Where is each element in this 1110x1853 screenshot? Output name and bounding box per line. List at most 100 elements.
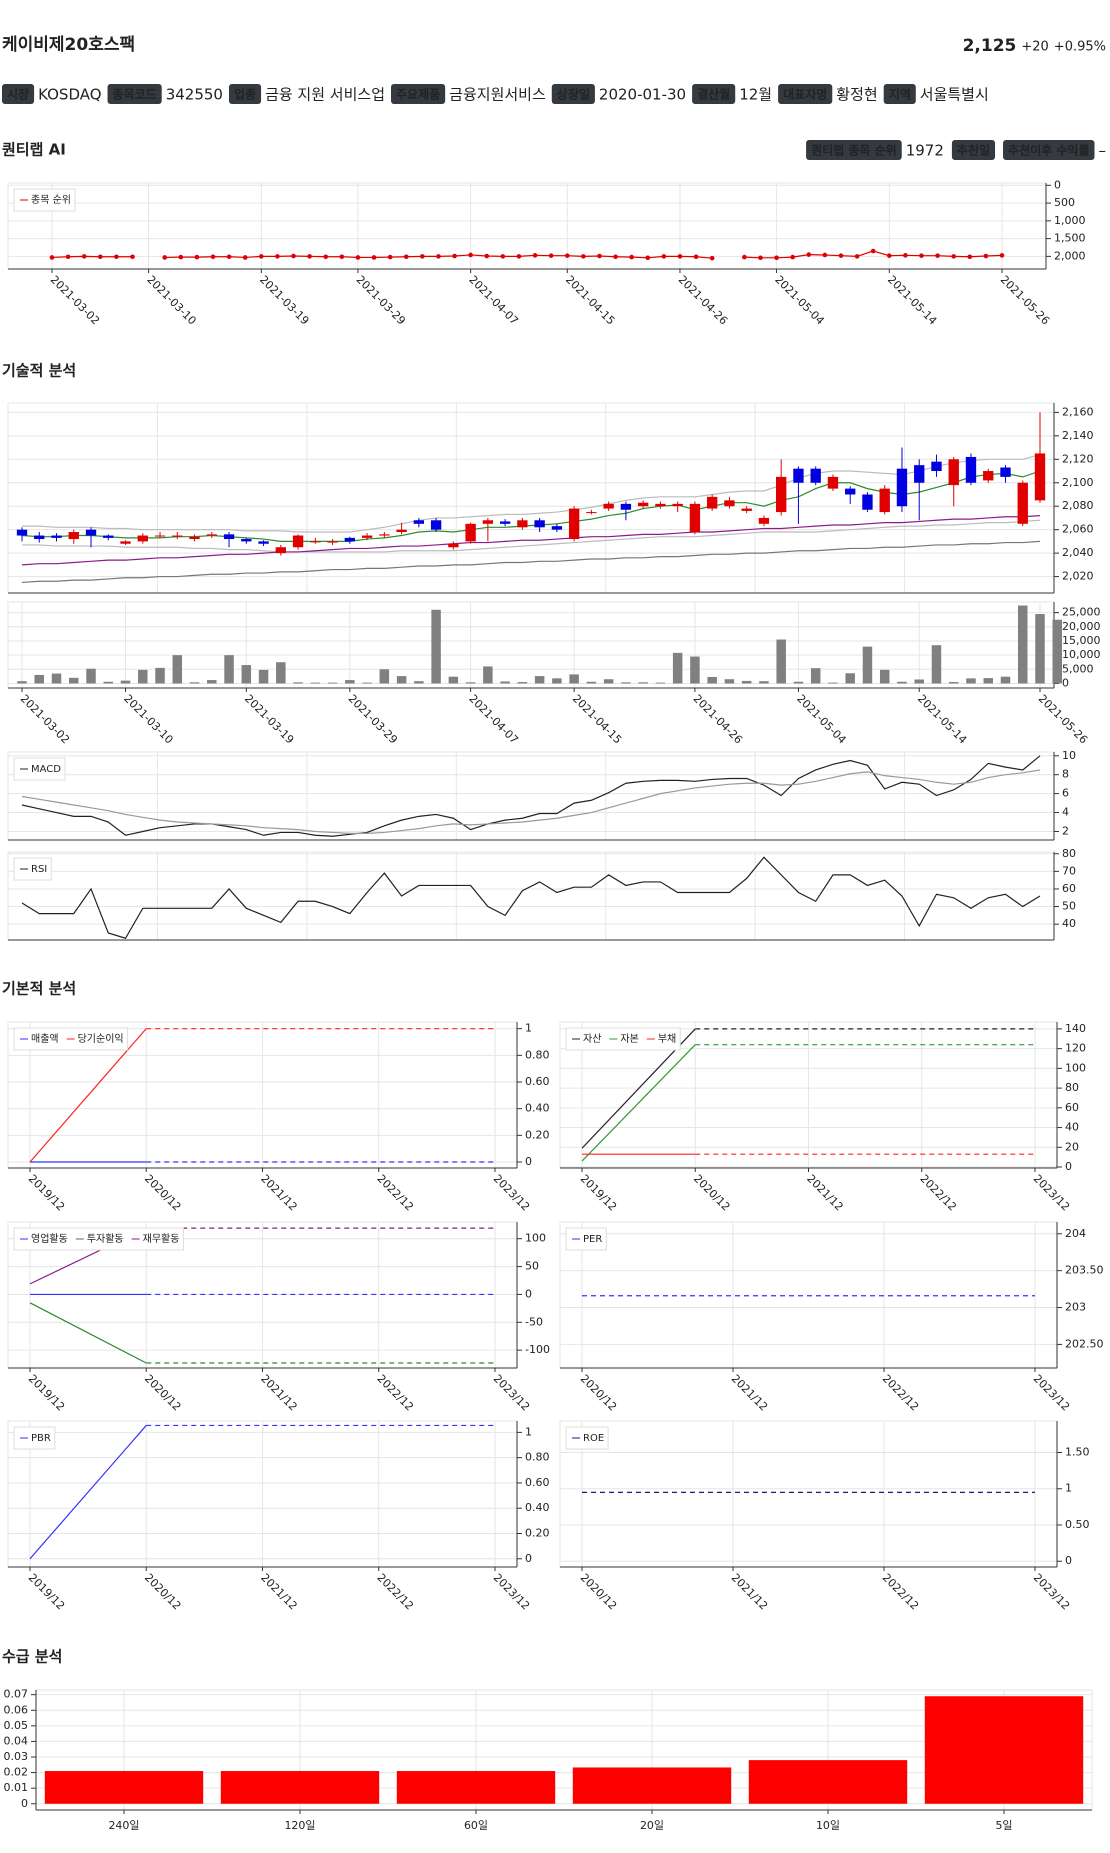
y-tick-label: 0.07 <box>4 1688 29 1701</box>
point <box>532 253 538 258</box>
y-tick-label: 1,000 <box>1054 214 1086 227</box>
bar <box>1018 605 1028 684</box>
x-tick-label: 2021-05-26 <box>998 273 1052 327</box>
chart: 2020/12 2021/12 2022/12 2023/12 202.50 203 203… <box>559 1221 1104 1414</box>
y-tick-label: 0 <box>525 1552 532 1565</box>
y-tick-label: 8 <box>1062 768 1069 781</box>
legend-label: 자본 <box>620 1033 638 1045</box>
badge <box>883 84 916 104</box>
bar <box>327 682 338 684</box>
info-value: 금융 지원 서비스업 <box>265 86 385 104</box>
point <box>613 254 618 260</box>
legend-label: RSI <box>31 864 47 875</box>
candle-body <box>154 535 166 537</box>
bar <box>810 668 821 684</box>
y-tick-label: 0.02 <box>4 1766 29 1779</box>
y-tick-label: 0.60 <box>525 1476 550 1489</box>
x-tick-label: 2021-03-02 <box>18 692 72 746</box>
point <box>178 254 184 260</box>
badge <box>228 84 262 104</box>
point <box>854 254 860 259</box>
point <box>420 254 425 259</box>
point <box>822 252 828 258</box>
candle-body <box>465 523 476 542</box>
point <box>259 254 264 259</box>
candle-body <box>16 529 28 536</box>
candle-body <box>34 535 45 540</box>
y-tick-label: 0.05 <box>4 1719 29 1732</box>
price: 2,125 <box>963 36 1017 56</box>
candle-body <box>517 520 528 528</box>
x-tick-label: 2021/12 <box>729 1571 771 1613</box>
bar <box>638 682 648 684</box>
bar <box>120 680 131 684</box>
candle-body <box>51 535 62 538</box>
y-tick-label: 0 <box>1054 178 1061 191</box>
point <box>275 254 280 259</box>
candle-body <box>499 521 511 524</box>
bar <box>293 682 303 684</box>
x-tick-label: 2022/12 <box>918 1172 960 1214</box>
candle-body <box>189 536 200 540</box>
candle-body <box>258 541 269 544</box>
bar <box>517 682 528 684</box>
point <box>919 253 924 258</box>
y-tick-label: 50 <box>525 1260 539 1273</box>
series-line <box>22 454 1041 533</box>
bar <box>276 662 286 684</box>
point <box>870 248 876 254</box>
bar <box>396 1771 556 1804</box>
y-tick-label: 0 <box>1065 1160 1072 1173</box>
point <box>709 255 715 261</box>
point <box>581 254 586 259</box>
legend: 자산 자본 부채 <box>565 1027 681 1051</box>
page-title: 케이비제20호스팩 <box>2 35 135 55</box>
badge <box>391 84 446 104</box>
y-tick-label: 0 <box>525 1287 532 1300</box>
legend-label: 투자활동 <box>87 1232 124 1245</box>
bar <box>948 682 959 684</box>
point <box>98 254 103 260</box>
badge-label: 상장일 <box>557 87 590 102</box>
y-tick-label: 5,000 <box>1062 662 1094 675</box>
legend-label: 매출액 <box>31 1033 59 1045</box>
info-value: 342550 <box>166 86 223 104</box>
legend: RSI <box>13 857 52 881</box>
badge-label: 결산월 <box>697 87 730 102</box>
legend-box <box>565 1027 681 1051</box>
y-tick-label: 0.60 <box>525 1075 550 1088</box>
y-tick-label: 100 <box>525 1232 546 1245</box>
point <box>130 254 135 260</box>
x-tick-label: 2021-04-07 <box>466 273 520 327</box>
point <box>661 254 667 259</box>
legend-label: MACD <box>31 764 61 775</box>
x-tick-label: 2021/12 <box>258 1172 300 1214</box>
bar <box>189 682 200 684</box>
x-tick-label: 2021-05-26 <box>1036 692 1090 746</box>
bar <box>914 679 924 684</box>
candle-body <box>603 503 614 509</box>
bar <box>759 681 769 684</box>
x-tick-label: 2020/12 <box>142 1172 184 1214</box>
y-tick-label: 0.06 <box>4 1703 29 1716</box>
y-tick-label: 1,500 <box>1054 232 1086 245</box>
bar <box>793 681 804 684</box>
section-title: 퀀티랩 AI <box>2 141 66 159</box>
bar <box>603 679 614 684</box>
badge-label: 추천이후 수익률 <box>1008 143 1089 158</box>
quant-value: 1972 <box>906 142 944 160</box>
bar <box>396 676 407 684</box>
x-tick-label: 2019/12 <box>26 1172 68 1214</box>
bar <box>207 680 217 684</box>
y-tick-label: 80 <box>1062 847 1076 860</box>
candle-body <box>137 535 148 542</box>
y-tick-label: 2,040 <box>1062 546 1094 559</box>
x-tick-label: 2020/12 <box>578 1372 620 1414</box>
series-line <box>581 1044 696 1162</box>
bar <box>414 681 424 684</box>
candle-body <box>793 468 804 483</box>
x-tick-label: 2021-03-19 <box>242 692 296 746</box>
x-tick-label: 2021-03-02 <box>48 273 102 327</box>
chart: 240일 120일 60일 20일 10일 5일 0 0.01 0.02 0.03 0.04 0.05… <box>4 1688 1093 1832</box>
